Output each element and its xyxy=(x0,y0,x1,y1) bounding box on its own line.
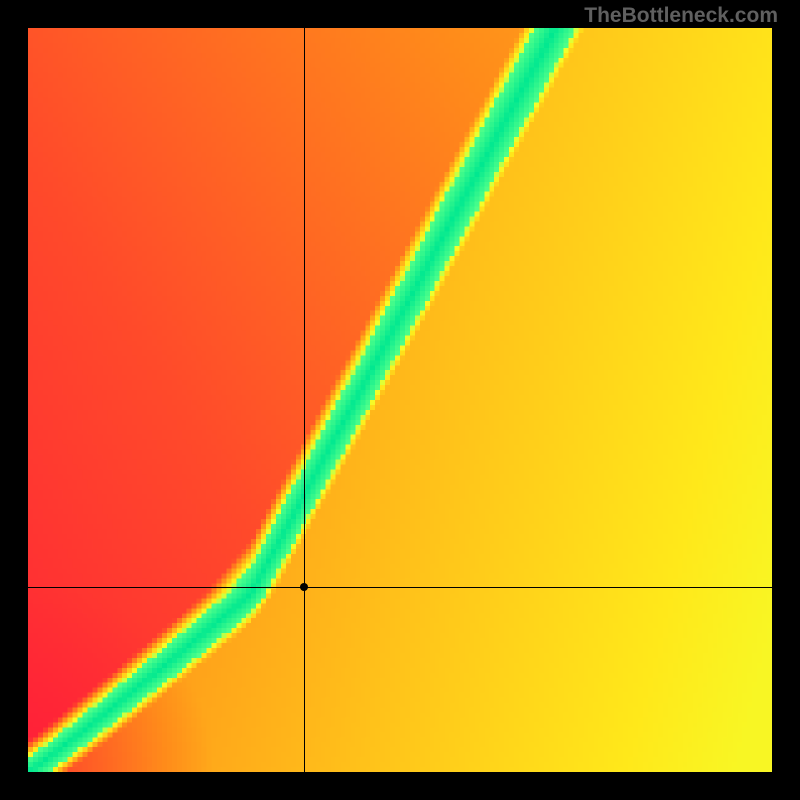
watermark-text: TheBottleneck.com xyxy=(584,4,778,28)
crosshair-horizontal xyxy=(28,587,772,588)
heatmap-canvas xyxy=(28,28,772,772)
heatmap-plot xyxy=(28,28,772,772)
selection-marker xyxy=(300,583,308,591)
crosshair-vertical xyxy=(304,28,305,772)
